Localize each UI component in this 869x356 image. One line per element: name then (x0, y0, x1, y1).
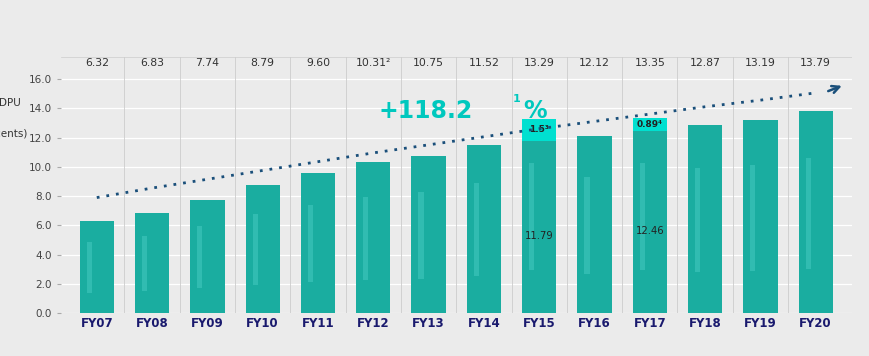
Text: 12.87: 12.87 (690, 58, 720, 68)
Text: 13.35: 13.35 (634, 58, 665, 68)
Bar (142, 236, 147, 291)
Bar (363, 197, 368, 280)
Text: 13.29: 13.29 (524, 58, 554, 68)
Text: 1: 1 (513, 94, 521, 104)
Text: DPU: DPU (0, 98, 20, 108)
Text: 8.79: 8.79 (250, 58, 275, 68)
Bar (197, 226, 202, 288)
Text: 11.79: 11.79 (525, 231, 554, 241)
Bar (522, 141, 556, 313)
Bar (411, 156, 446, 313)
Bar (806, 158, 811, 269)
Bar (246, 184, 280, 313)
Bar (253, 214, 258, 285)
Bar (135, 213, 169, 313)
Bar (80, 221, 114, 313)
Bar (87, 242, 92, 293)
Bar (743, 120, 778, 313)
Text: 1.5³: 1.5³ (529, 125, 549, 134)
Bar (467, 145, 501, 313)
Bar (577, 136, 612, 313)
Text: +118.2: +118.2 (379, 99, 473, 123)
Text: (cents): (cents) (0, 129, 28, 139)
Bar (474, 183, 479, 276)
Text: %: % (524, 99, 547, 123)
Text: 11.52: 11.52 (468, 58, 500, 68)
Text: 10.31²: 10.31² (355, 58, 391, 68)
Bar (190, 200, 224, 313)
Text: 12.12: 12.12 (579, 58, 610, 68)
Bar (308, 205, 313, 282)
Bar (633, 131, 667, 313)
Bar (688, 125, 722, 313)
Bar (301, 173, 335, 313)
Bar (799, 111, 833, 313)
Text: 10.75: 10.75 (413, 58, 444, 68)
Bar (640, 163, 645, 270)
Bar (695, 168, 700, 272)
Text: 9.60: 9.60 (306, 58, 330, 68)
Bar (750, 164, 755, 271)
Bar (419, 192, 423, 279)
Text: 7.74: 7.74 (196, 58, 219, 68)
Bar (522, 119, 556, 141)
Text: 0.89⁴: 0.89⁴ (637, 120, 663, 129)
Bar (584, 177, 589, 274)
Text: 13.79: 13.79 (800, 58, 831, 68)
Text: 6.83: 6.83 (140, 58, 164, 68)
Text: 12.46: 12.46 (635, 226, 664, 236)
Bar (356, 162, 390, 313)
Text: 13.19: 13.19 (745, 58, 776, 68)
Text: 6.32: 6.32 (85, 58, 109, 68)
Bar (633, 118, 667, 131)
Bar (529, 163, 534, 271)
